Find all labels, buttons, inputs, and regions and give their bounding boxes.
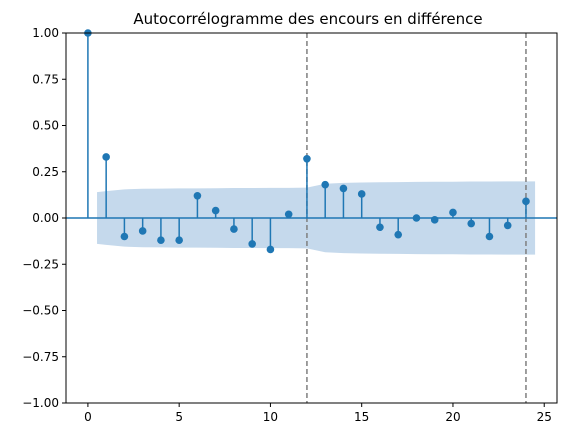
acf-point-lag-15 <box>357 190 366 198</box>
acf-point-lag-4 <box>157 236 165 244</box>
acf-point-lag-11 <box>284 210 293 219</box>
acf-point-lag-16 <box>376 223 384 232</box>
x-axis-ticks: 0 5 10 15 20 25 <box>84 403 552 424</box>
x-tick-label: 25 <box>537 410 552 424</box>
y-tick-label: 1.00 <box>32 26 59 40</box>
acf-point-lag-2 <box>120 232 129 241</box>
acf-point-lag-10 <box>266 245 275 254</box>
acf-point-lag-20 <box>449 208 457 217</box>
acf-point-lag-21 <box>467 219 476 228</box>
chart-title: Autocorrélogramme des encours en différe… <box>133 10 482 28</box>
y-tick-label: −1.00 <box>22 396 59 410</box>
x-tick-label: 5 <box>175 410 183 424</box>
acf-point-lag-23 <box>503 221 512 230</box>
y-tick-label: −0.25 <box>22 257 59 271</box>
acf-point-lag-5 <box>175 236 183 244</box>
acf-point-lag-12 <box>303 155 311 163</box>
x-tick-label: 0 <box>84 410 92 424</box>
acf-point-lag-13 <box>321 180 329 189</box>
markers-layer <box>84 29 530 254</box>
acf-point-lag-17 <box>394 230 403 239</box>
y-tick-label: 0.00 <box>32 211 59 225</box>
y-tick-label: −0.50 <box>22 304 59 318</box>
acf-point-lag-9 <box>248 240 256 248</box>
x-tick-label: 15 <box>354 410 369 424</box>
acf-point-lag-24 <box>522 197 530 206</box>
y-tick-label: −0.75 <box>22 350 59 364</box>
acf-point-lag-1 <box>102 153 110 161</box>
acf-point-lag-19 <box>430 216 439 224</box>
acf-point-lag-14 <box>339 184 348 193</box>
y-axis-ticks: 1.00 0.75 0.50 0.25 0.00 −0.25 −0.50 −0.75 −1.00 <box>22 26 66 410</box>
acf-point-lag-18 <box>412 214 421 222</box>
y-tick-label: 0.50 <box>32 119 59 133</box>
acf-point-lag-3 <box>138 227 147 235</box>
acf-point-lag-8 <box>230 225 238 233</box>
acf-point-lag-6 <box>193 192 202 200</box>
acf-point-lag-7 <box>211 206 220 215</box>
x-tick-label: 10 <box>263 410 278 424</box>
y-tick-label: 0.25 <box>32 165 59 179</box>
x-tick-label: 20 <box>445 410 460 424</box>
acf-point-lag-22 <box>485 232 494 241</box>
y-tick-label: 0.75 <box>32 72 59 86</box>
